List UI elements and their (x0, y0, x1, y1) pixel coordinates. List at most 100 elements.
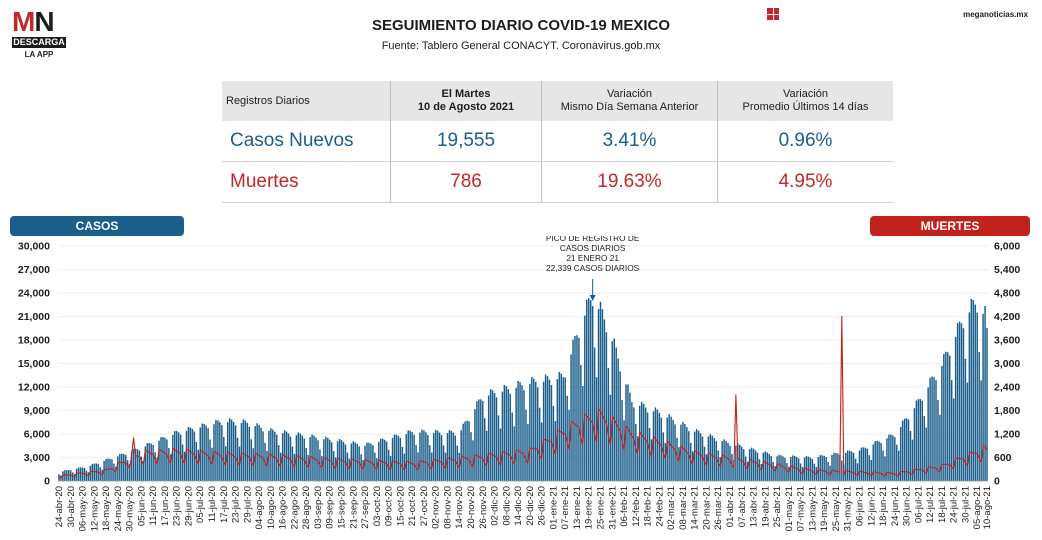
annotation-arrow-head (589, 295, 596, 301)
casos-bar (752, 448, 755, 481)
casos-bar (515, 387, 517, 481)
casos-bar (719, 457, 721, 481)
casos-bar (285, 431, 288, 481)
x-tick-label: 31-ene-21 (607, 486, 618, 529)
x-tick-label: 30-abr-20 (66, 486, 77, 527)
casos-bar (909, 430, 912, 481)
casos-bar (415, 445, 417, 481)
y-left-tick-label: 24,000 (18, 288, 50, 300)
casos-bar (570, 354, 572, 481)
casos-bar (741, 446, 743, 481)
casos-bar (407, 430, 409, 481)
x-tick-label: 23-jul-20 (231, 486, 242, 523)
casos-bar (531, 377, 533, 481)
casos-bar (646, 412, 649, 481)
x-tick-label: 25-may-21 (831, 486, 842, 531)
y-right-tick-label: 4,200 (994, 311, 1020, 323)
x-tick-label: 03-oct-20 (372, 486, 383, 526)
header-var-14: Variación Promedio Últimos 14 días (717, 81, 893, 121)
casos-bar (535, 381, 537, 481)
casos-bar (70, 470, 72, 481)
casos-bar (425, 432, 427, 481)
x-tick-label: 19-may-21 (819, 486, 830, 531)
x-tick-label: 05-jun-20 (136, 486, 147, 526)
casos-bar (228, 418, 231, 481)
casos-bar (83, 468, 86, 481)
casos-bar (935, 380, 937, 481)
x-tick-label: 17-jun-20 (160, 486, 171, 526)
casos-bar (823, 455, 825, 481)
row-label: Muertes (222, 161, 391, 203)
y-left-tick-label: 27,000 (18, 264, 50, 276)
y-right-tick-label: 6,000 (994, 241, 1020, 253)
casos-bar (438, 432, 441, 481)
casos-bar (735, 445, 737, 481)
casos-bar (782, 456, 784, 481)
x-tick-label: 10-ago-21 (982, 486, 993, 529)
x-tick-label: 10-ago-20 (266, 486, 277, 529)
casos-bar (446, 433, 449, 481)
casos-bar (262, 431, 264, 481)
casos-bar (507, 389, 510, 481)
casos-bar (880, 442, 882, 481)
casos-bar (450, 430, 453, 481)
meganoticias-logo[interactable]: MN DESCARGA LA APP (12, 8, 66, 59)
casos-bar (287, 433, 290, 481)
casos-bar (933, 377, 935, 481)
casos-bar (560, 373, 562, 481)
casos-bar (256, 423, 258, 481)
casos-bar (709, 434, 712, 481)
site-link[interactable]: meganoticias.mx (963, 10, 1028, 19)
x-tick-label: 27-oct-20 (419, 486, 430, 526)
casos-bar (905, 418, 908, 481)
casos-bar (429, 445, 431, 481)
x-tick-label: 19-ene-21 (584, 486, 595, 529)
casos-bar (538, 407, 541, 481)
x-tick-label: 13-ene-21 (572, 486, 583, 529)
casos-bar (409, 430, 411, 481)
annotation-text: 22,339 CASOS DIARIOS (546, 263, 640, 273)
casos-bar (64, 470, 66, 481)
x-tick-label: 24-feb-21 (654, 486, 665, 527)
casos-bar (207, 428, 209, 481)
x-tick-label: 14-dic-20 (513, 486, 524, 526)
casos-bar (550, 385, 553, 481)
casos-bar (150, 443, 152, 481)
casos-bar (682, 421, 684, 481)
casos-bar (417, 452, 419, 481)
casos-bar (71, 472, 74, 481)
casos-bar (856, 463, 859, 481)
casos-bar (236, 437, 239, 481)
casos-bar (931, 376, 933, 481)
casos-bar (576, 335, 578, 481)
casos-bar (658, 412, 661, 481)
casos-bar (835, 452, 837, 481)
row-var-week: 3.41% (541, 121, 718, 162)
x-tick-label: 17-jul-20 (219, 486, 230, 523)
casos-bar (442, 445, 445, 481)
casos-bar (809, 457, 812, 481)
casos-bar (794, 456, 796, 481)
casos-bar (470, 432, 472, 481)
y-right-tick-label: 0 (994, 476, 1000, 488)
casos-bar (572, 339, 574, 481)
casos-bar (640, 401, 643, 481)
x-tick-label: 03-sep-20 (313, 486, 324, 529)
x-tick-label: 16-ago-20 (278, 486, 289, 529)
casos-bar (890, 434, 892, 481)
header-registros: Registros Diarios (222, 81, 391, 121)
casos-bar (480, 399, 482, 481)
casos-bar (197, 449, 200, 481)
casos-bar (87, 472, 90, 481)
x-tick-label: 05-ago-21 (972, 486, 983, 529)
x-tick-label: 12-feb-21 (631, 486, 642, 527)
casos-bar (966, 382, 969, 481)
casos-bar (250, 439, 252, 481)
y-right-tick-label: 4,800 (994, 288, 1020, 300)
casos-bar (733, 459, 735, 481)
x-tick-label: 08-dic-20 (501, 486, 512, 526)
casos-bar (533, 378, 535, 481)
casos-bar (617, 358, 619, 481)
casos-bar (660, 417, 663, 481)
casos-bar (693, 431, 696, 481)
